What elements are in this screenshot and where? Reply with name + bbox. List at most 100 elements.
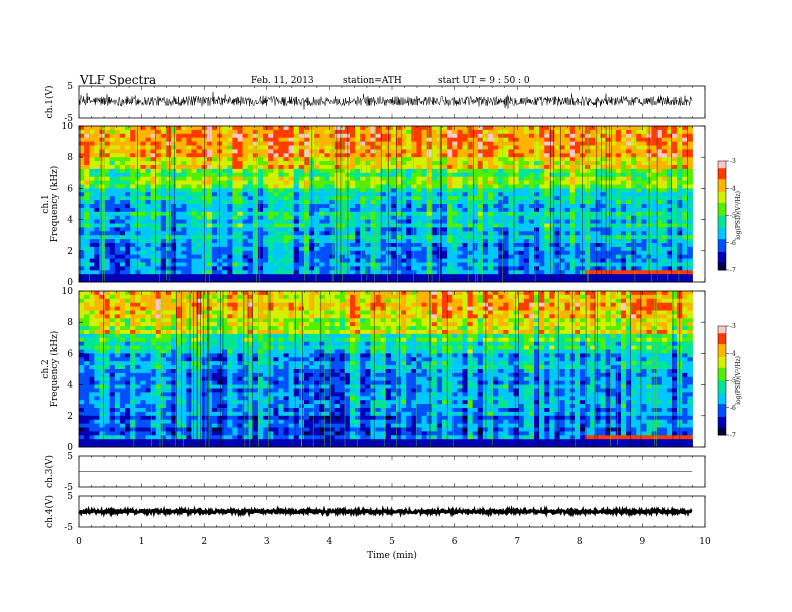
spectrogram-cell	[145, 278, 151, 283]
spectrogram-cell	[411, 215, 417, 220]
spectrogram-cell	[130, 204, 136, 209]
spectrogram-cell	[227, 188, 233, 193]
spectrogram-cell	[549, 211, 555, 217]
spectrogram-cell	[247, 192, 254, 197]
spectrogram-cell	[631, 219, 637, 224]
spectrogram-cell	[477, 137, 484, 142]
spectrogram-cell	[176, 239, 182, 244]
spectrogram-cell	[477, 258, 484, 263]
spectrogram-cell	[600, 129, 606, 135]
spectrogram-cell	[186, 211, 192, 217]
spectrogram-cell	[293, 141, 300, 146]
spectrogram-cell	[528, 243, 535, 248]
spectrogram-cell	[94, 129, 100, 135]
spectrogram-cell	[390, 266, 397, 271]
spectrogram-cell	[257, 172, 264, 178]
spectrogram-cell	[268, 157, 274, 162]
spectrogram-cell	[324, 207, 330, 213]
spectrogram-cell	[232, 243, 238, 248]
spectrogram-cell	[349, 200, 356, 205]
spectrogram-cell	[600, 266, 606, 271]
spectrogram-cell	[569, 278, 576, 283]
spectrogram-cell	[242, 278, 249, 283]
spectrogram-cell	[605, 239, 612, 244]
spectrogram-cell	[636, 270, 642, 275]
spectrogram-cell	[165, 168, 172, 174]
spectrogram-cell	[344, 223, 351, 228]
spectrogram-cell	[104, 231, 111, 236]
spectrogram-cell	[421, 227, 428, 232]
spectrogram-cell	[130, 165, 136, 170]
spectrogram-cell	[457, 235, 463, 240]
spectrogram-cell	[447, 204, 453, 209]
spectrogram-cell	[462, 254, 468, 259]
spectrogram-cell	[672, 250, 678, 256]
spectrogram-cell	[99, 223, 105, 228]
spectrogram-cell	[482, 168, 489, 174]
spectrogram-cell	[615, 254, 622, 259]
spectrogram-cell	[314, 137, 320, 142]
spectrogram-cell	[298, 250, 305, 256]
spectrogram-cell	[395, 243, 402, 248]
spectrogram-cell	[672, 188, 678, 193]
spectrogram-cell	[375, 153, 382, 158]
spectrogram-cell	[595, 129, 601, 135]
spectrogram-cell	[605, 188, 612, 193]
spectrogram-cell	[130, 161, 136, 166]
spectrogram-cell	[493, 278, 499, 283]
spectrogram-cell	[395, 227, 402, 232]
spectrogram-cell	[641, 227, 647, 232]
spectrogram-cell	[549, 168, 555, 174]
spectrogram-cell	[539, 223, 545, 228]
spectrogram-cell	[288, 250, 295, 256]
spectrogram-cell	[135, 192, 141, 197]
spectrogram-cell	[544, 149, 550, 154]
spectrogram-cell	[651, 266, 658, 271]
spectrogram-cell	[554, 157, 560, 162]
spectrogram-cell	[641, 266, 647, 271]
spectrogram-cell	[682, 129, 688, 135]
spectrogram-cell	[426, 223, 433, 228]
spectrogram-cell	[513, 137, 520, 142]
spectrogram-cell	[482, 196, 489, 201]
spectrogram-cell	[544, 129, 550, 135]
spectrogram-cell	[242, 172, 249, 178]
spectrogram-cell	[462, 258, 468, 263]
spectrogram-cell	[94, 270, 100, 275]
spectrogram-cell	[135, 250, 141, 256]
spectrogram-cell	[401, 172, 407, 178]
spectrogram-cell	[457, 168, 463, 174]
spectrogram-cell	[523, 262, 530, 267]
spectrogram-cell	[176, 161, 182, 166]
spectrogram-cell	[590, 153, 596, 158]
spectrogram-cell	[380, 149, 387, 154]
spectrogram-cell	[534, 188, 540, 193]
spectrogram-cell	[534, 149, 540, 154]
spectrogram-cell	[534, 231, 540, 236]
spectrogram-cell	[431, 207, 438, 213]
spectrogram-cell	[380, 172, 387, 178]
spectrogram-cell	[191, 145, 197, 150]
spectrogram-cell	[242, 145, 249, 150]
spectrogram-cell	[334, 168, 341, 174]
spectrogram-cell	[416, 168, 422, 174]
spectrogram-cell	[176, 235, 182, 240]
spectrogram-cell	[191, 161, 197, 166]
spectrogram-cell	[114, 126, 121, 131]
spectrogram-cell	[559, 188, 566, 193]
spectrogram-cell	[283, 149, 289, 154]
spectrogram-cell	[498, 270, 504, 275]
spectrogram-cell	[554, 207, 560, 213]
spectrogram-cell	[487, 239, 494, 244]
spectrogram-cell	[544, 227, 550, 232]
spectrogram-cell	[237, 274, 243, 279]
spectrogram-cell	[186, 180, 192, 185]
spectrogram-cell	[222, 250, 228, 256]
spectrogram-cell	[293, 243, 300, 248]
spectrogram-cell	[549, 266, 555, 271]
spectrogram-cell	[431, 192, 438, 197]
spectrogram-cell	[355, 278, 361, 283]
spectrogram-cell	[401, 278, 407, 283]
spectrogram-cell	[549, 141, 555, 146]
spectrogram-cell	[498, 184, 504, 189]
